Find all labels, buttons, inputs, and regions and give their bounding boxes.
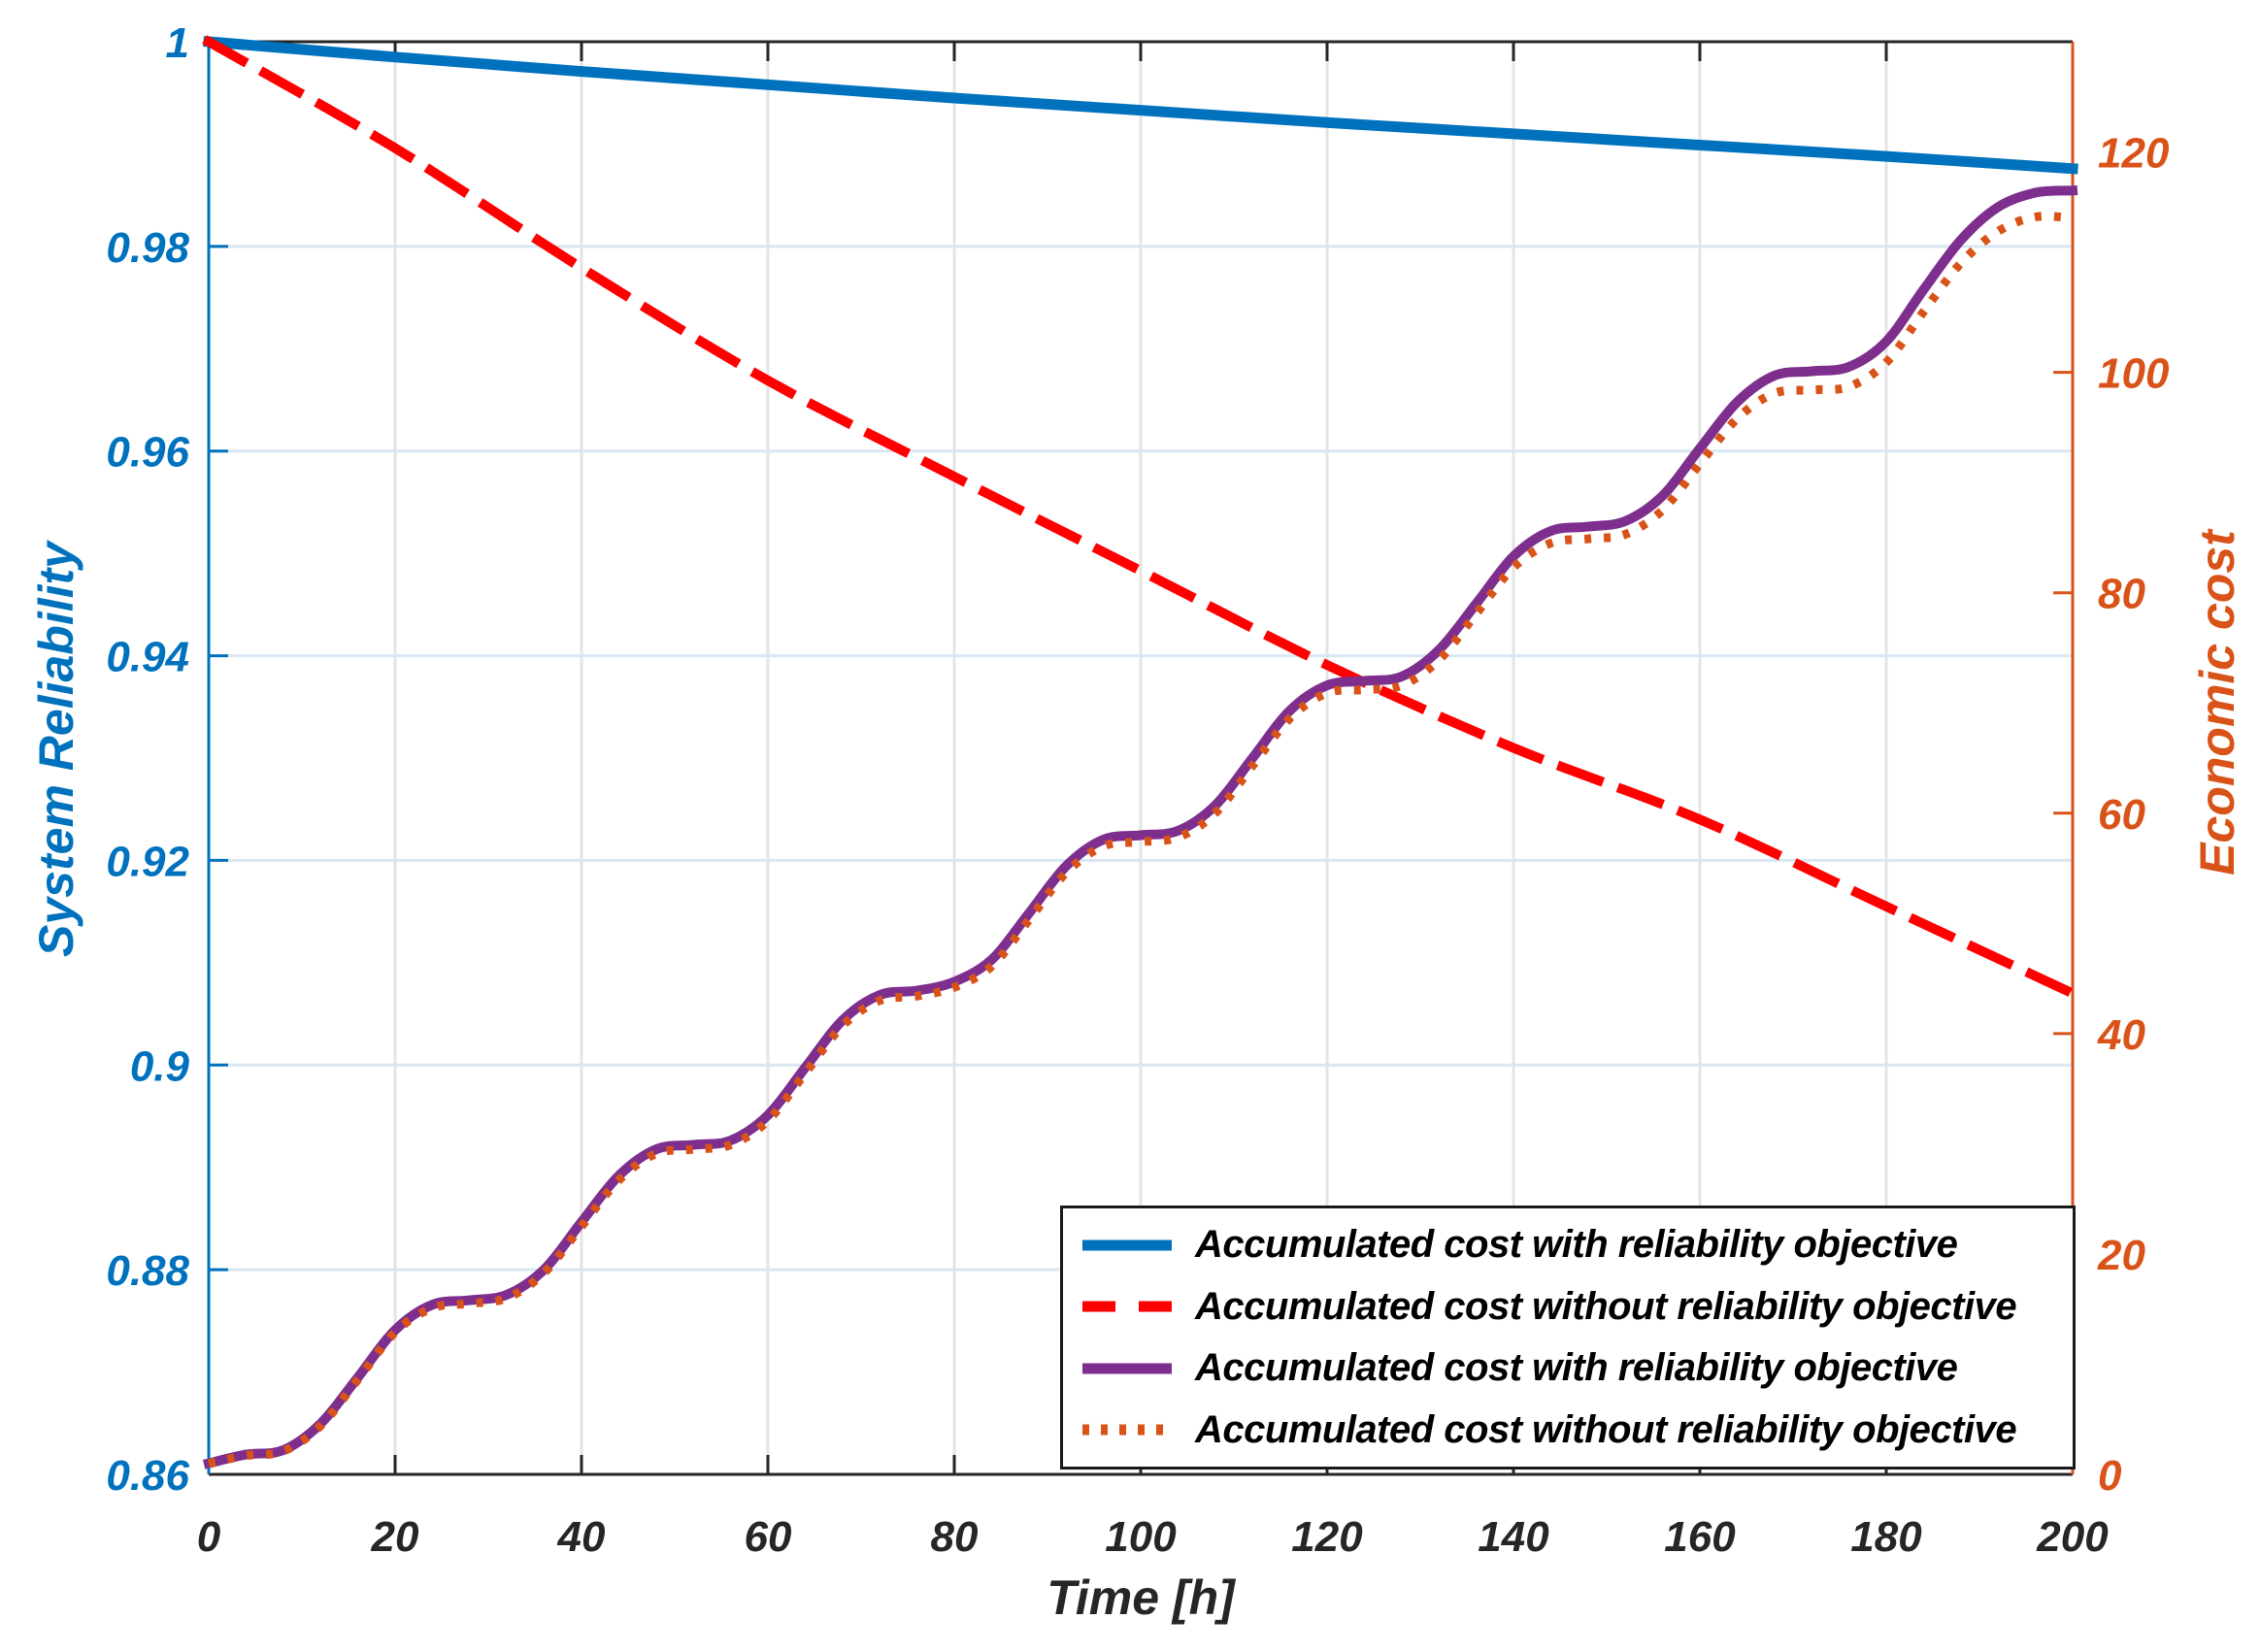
x-tick-label: 0: [197, 1513, 221, 1561]
legend-label: Accumulated cost without reliability obj…: [1195, 1284, 2017, 1328]
x-tick-label: 140: [1478, 1513, 1549, 1561]
y-tick-label-left: 0.92: [106, 838, 189, 885]
x-tick-label: 80: [931, 1513, 979, 1561]
y-tick-label-left: 0.98: [106, 224, 189, 272]
legend-entry-red: Accumulated cost without reliability obj…: [1063, 1285, 2073, 1329]
x-tick-label: 120: [1291, 1513, 1363, 1561]
y-tick-label-left: 1: [166, 19, 189, 67]
legend-line-sample-red: [1082, 1301, 1172, 1312]
legend-entry-orange: Accumulated cost without reliability obj…: [1063, 1408, 2073, 1452]
y-tick-label-right: 120: [2098, 130, 2170, 178]
legend-box: Accumulated cost with reliability object…: [1060, 1206, 2076, 1470]
legend-label: Accumulated cost with reliability object…: [1195, 1346, 1958, 1390]
y-tick-label-right: 80: [2098, 571, 2145, 618]
x-tick-label: 180: [1850, 1513, 1922, 1561]
y-tick-label-right: 0: [2098, 1452, 2122, 1500]
x-axis-label: Time [h]: [1047, 1570, 1235, 1625]
series-line-1: [202, 35, 2079, 1001]
y-tick-label-left: 0.86: [106, 1452, 189, 1500]
y-tick-label-right: 100: [2098, 350, 2170, 398]
series-line-0: [203, 36, 2078, 175]
x-tick-label: 20: [371, 1513, 419, 1561]
legend-line-sample-blue: [1082, 1239, 1172, 1251]
left-axis-label: System Reliability: [29, 542, 83, 957]
right-axis-label: Economic cost: [2190, 530, 2244, 876]
legend-label: Accumulated cost without reliability obj…: [1195, 1407, 2017, 1451]
y-tick-label-left: 0.94: [106, 634, 189, 681]
y-tick-label-right: 20: [2097, 1232, 2145, 1279]
legend-entry-purple: Accumulated cost with reliability object…: [1063, 1346, 2073, 1390]
x-tick-label: 200: [2036, 1513, 2109, 1561]
y-tick-label-left: 0.88: [106, 1247, 189, 1295]
series-line-3: [208, 212, 2074, 1469]
series-line-2: [202, 184, 2078, 1470]
legend-label: Accumulated cost with reliability object…: [1195, 1223, 1958, 1267]
x-tick-label: 100: [1105, 1513, 1177, 1561]
y-tick-label-right: 40: [2097, 1011, 2145, 1059]
legend-line-sample-purple: [1082, 1363, 1172, 1374]
y-tick-label-left: 0.96: [106, 429, 189, 477]
x-tick-label: 160: [1664, 1513, 1736, 1561]
legend-entry-blue: Accumulated cost with reliability object…: [1063, 1223, 2073, 1267]
y-tick-label-right: 60: [2098, 791, 2145, 839]
x-tick-label: 60: [745, 1513, 792, 1561]
y-tick-label-left: 0.9: [130, 1042, 190, 1090]
legend-line-sample-orange: [1082, 1424, 1172, 1436]
x-tick-label: 40: [557, 1513, 606, 1561]
